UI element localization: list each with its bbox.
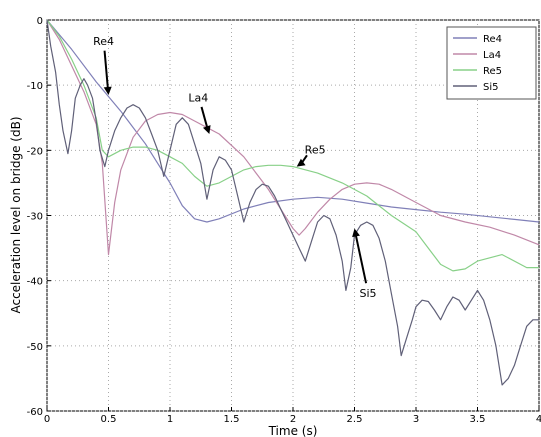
- annotation-label-la4: La4: [188, 91, 208, 104]
- series-lines: [46, 19, 540, 386]
- x-tick-label: 0: [44, 414, 50, 425]
- legend: Re4 La4 Re5 Si5: [446, 26, 537, 100]
- annotation-label-re4: Re4: [93, 35, 114, 48]
- y-tick-label: 0: [37, 16, 43, 27]
- y-tick-label: -60: [27, 407, 43, 418]
- x-axis-label: Time (s): [268, 424, 318, 437]
- series-line-si5: [46, 19, 539, 386]
- x-tick-label: 2.5: [347, 414, 363, 425]
- annotation-label-si5: Si5: [360, 287, 377, 300]
- y-axis-ticks: 0 -10 -20 -30 -40 -50 -60: [27, 16, 51, 418]
- annotation-arrowhead: [202, 125, 211, 135]
- y-axis-label: Acceleration level on bridge (dB): [9, 116, 23, 313]
- series-line-la4: [46, 19, 540, 256]
- annotation-arrow: [103, 50, 109, 90]
- y-tick-label: -10: [27, 81, 43, 92]
- x-tick-label: 3.5: [470, 414, 486, 425]
- y-tick-label: -20: [27, 146, 43, 157]
- x-axis-ticks: 0 0.5 1 1.5 2 2.5 3 3.5 4: [44, 407, 541, 425]
- x-tick-label: 1: [167, 414, 173, 425]
- annotations: Re4 La4 Re5 Si5: [93, 35, 376, 300]
- annotation-label-re5: Re5: [305, 144, 326, 157]
- annotation-arrowhead: [103, 86, 112, 95]
- annotation-arrow: [354, 234, 368, 284]
- x-tick-label: 1.5: [224, 414, 240, 425]
- series-line-re4: [46, 19, 540, 223]
- x-tick-label: 3: [413, 414, 419, 425]
- series-line-re5: [46, 19, 539, 272]
- legend-label-la4: La4: [483, 50, 501, 61]
- annotation-arrow: [200, 106, 209, 129]
- annotation-arrowhead: [352, 228, 360, 238]
- y-tick-label: -40: [27, 277, 43, 288]
- x-tick-label: 4: [536, 414, 541, 425]
- x-tick-label: 0.5: [101, 414, 117, 425]
- legend-label-re4: Re4: [483, 34, 502, 45]
- legend-label-si5: Si5: [483, 82, 499, 93]
- y-tick-label: -50: [27, 342, 43, 353]
- annotation-arrowhead: [296, 158, 306, 167]
- legend-label-re5: Re5: [483, 66, 502, 77]
- legend-box: [446, 26, 537, 100]
- y-tick-label: -30: [27, 212, 43, 223]
- x-tick-label: 2: [290, 414, 296, 425]
